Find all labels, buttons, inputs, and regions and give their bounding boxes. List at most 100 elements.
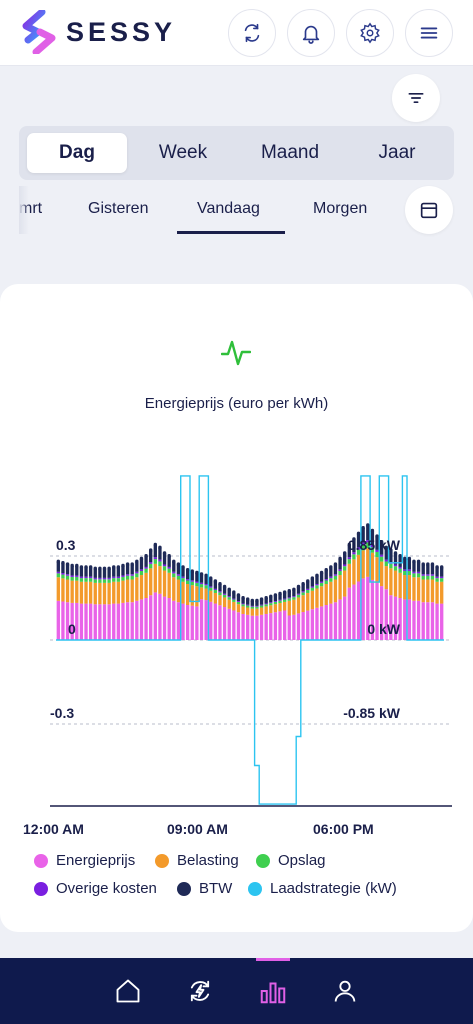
bar-segment-opslag xyxy=(398,568,402,573)
bar-cap xyxy=(287,589,291,593)
bar-segment-btw xyxy=(278,593,282,600)
bar-segment-belasting xyxy=(241,606,245,614)
day-tab-gisteren[interactable]: Gisteren xyxy=(88,200,149,217)
bar-segment-belasting xyxy=(306,592,310,611)
bar-cap xyxy=(430,562,435,567)
bar-segment-opslag xyxy=(306,590,310,593)
bar-segment-opslag xyxy=(116,578,121,582)
bar-cap xyxy=(310,576,315,581)
bar-segment-overige-kosten xyxy=(88,576,93,579)
legend-item-laadstrategie[interactable]: Laadstrategie (kW) xyxy=(248,880,397,897)
menu-button[interactable] xyxy=(405,9,453,57)
bar-segment-opslag xyxy=(139,570,144,576)
bar-segment-overige-kosten xyxy=(375,549,379,552)
bar-segment-opslag xyxy=(102,579,107,583)
tab-maand[interactable]: Maand xyxy=(260,142,320,163)
day-tab-morgen[interactable]: Morgen xyxy=(313,200,368,217)
day-tab-vandaag[interactable]: Vandaag xyxy=(197,200,260,217)
notifications-button[interactable] xyxy=(287,9,335,57)
bar-segment-belasting xyxy=(269,605,273,614)
bar-segment-btw xyxy=(435,567,439,577)
bar-segment-overige-kosten xyxy=(343,564,347,567)
bar-segment-belasting xyxy=(222,597,227,608)
energy-price-chart[interactable]: 0.3 0 -0.3 0.85 kW 0 kW -0.85 kW xyxy=(20,460,460,820)
bar-segment-belasting xyxy=(384,566,388,590)
bar-segment-btw xyxy=(296,586,301,594)
tab-jaar[interactable]: Jaar xyxy=(378,142,416,163)
bar-segment-energieprijs xyxy=(112,603,116,640)
bar-segment-btw xyxy=(75,565,79,576)
bar-segment-opslag xyxy=(236,601,241,605)
bar-cap xyxy=(412,559,416,564)
bar-segment-btw xyxy=(379,542,384,555)
legend-item-opslag[interactable]: Opslag xyxy=(256,852,326,869)
bar-cap xyxy=(352,537,356,542)
bar-segment-btw xyxy=(135,561,139,572)
bar-segment-opslag xyxy=(384,561,388,567)
bar-segment-opslag xyxy=(264,604,268,607)
bar-segment-energieprijs xyxy=(204,600,208,640)
bar-segment-belasting xyxy=(190,585,194,606)
nav-home[interactable] xyxy=(111,974,145,1008)
bar-cap xyxy=(209,576,213,581)
nav-statistics[interactable] xyxy=(256,974,290,1008)
bar-segment-opslag xyxy=(88,578,93,582)
bar-cap xyxy=(250,598,254,603)
bar-segment-opslag xyxy=(421,575,425,580)
sessy-logo-icon[interactable] xyxy=(20,10,60,54)
bar-segment-overige-kosten xyxy=(241,603,245,605)
bar-segment-overige-kosten xyxy=(107,577,111,580)
nav-account[interactable] xyxy=(328,974,362,1008)
bar-cap xyxy=(162,551,167,556)
bar-segment-belasting xyxy=(70,580,74,603)
bar-segment-opslag xyxy=(250,606,254,609)
bar-cap xyxy=(282,590,287,595)
bar-segment-energieprijs xyxy=(301,612,305,640)
bar-segment-energieprijs xyxy=(61,601,65,640)
bar-segment-belasting xyxy=(61,578,65,602)
legend-item-belasting[interactable]: Belasting xyxy=(155,852,239,869)
bell-icon xyxy=(302,25,320,44)
tab-dag[interactable]: Dag xyxy=(27,133,127,173)
tab-week[interactable]: Week xyxy=(158,142,208,163)
bar-cap xyxy=(306,579,310,584)
y-tick-label-left: -0.3 xyxy=(50,705,74,721)
bar-segment-energieprijs xyxy=(93,604,97,640)
bar-segment-btw xyxy=(352,539,356,553)
bar-segment-btw xyxy=(167,556,171,567)
scroll-fade xyxy=(19,186,29,234)
bar-segment-opslag xyxy=(204,585,208,589)
bar-segment-opslag xyxy=(190,581,194,586)
bar-segment-energieprijs xyxy=(107,604,111,640)
bar-segment-btw xyxy=(255,600,259,606)
bar-cap xyxy=(403,556,407,561)
settings-button[interactable] xyxy=(346,9,394,57)
bar-segment-opslag xyxy=(259,605,264,608)
bar-cap xyxy=(241,596,245,600)
bar-segment-energieprijs xyxy=(236,612,241,640)
active-tab-underline xyxy=(177,231,285,234)
menu-icon xyxy=(420,27,438,39)
refresh-button[interactable] xyxy=(228,9,276,57)
bar-segment-belasting xyxy=(292,599,296,615)
bar-segment-btw xyxy=(287,591,291,598)
legend-item-energieprijs[interactable]: Energieprijs xyxy=(34,852,135,869)
calendar-button[interactable] xyxy=(405,186,453,234)
bar-segment-btw xyxy=(306,581,310,589)
bar-cap xyxy=(185,568,190,572)
filter-button[interactable] xyxy=(392,74,440,122)
bar-cap xyxy=(153,542,157,547)
bar-segment-overige-kosten xyxy=(190,580,194,582)
nav-energy[interactable] xyxy=(183,974,217,1008)
bar-segment-belasting xyxy=(366,548,370,577)
legend-item-overige-kosten[interactable]: Overige kosten xyxy=(34,880,157,897)
y-tick-label-right: 0 kW xyxy=(367,621,400,637)
legend-item-btw[interactable]: BTW xyxy=(177,880,232,897)
bar-segment-belasting xyxy=(329,581,333,604)
bar-segment-btw xyxy=(343,553,347,565)
bar-segment-energieprijs xyxy=(329,603,333,640)
bar-segment-overige-kosten xyxy=(324,579,328,581)
bar-segment-energieprijs xyxy=(379,586,384,640)
bar-segment-opslag xyxy=(209,587,213,591)
bar-cap xyxy=(246,597,250,602)
